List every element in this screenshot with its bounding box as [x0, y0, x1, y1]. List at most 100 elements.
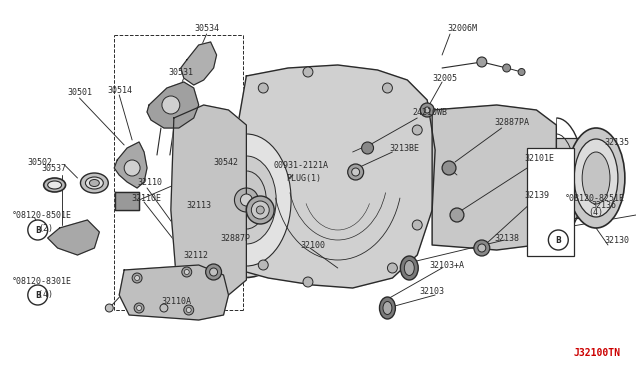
Circle shape	[412, 220, 422, 230]
Ellipse shape	[582, 152, 610, 204]
Text: 32101E: 32101E	[525, 154, 554, 163]
Ellipse shape	[202, 134, 291, 266]
Text: (2): (2)	[38, 224, 52, 232]
Circle shape	[132, 273, 142, 283]
Ellipse shape	[90, 180, 99, 186]
Circle shape	[348, 164, 364, 180]
Circle shape	[259, 83, 268, 93]
Ellipse shape	[404, 260, 414, 276]
Circle shape	[184, 269, 189, 275]
Text: 32887P: 32887P	[221, 234, 250, 243]
Text: °08120-8501E: °08120-8501E	[12, 211, 72, 219]
Polygon shape	[119, 265, 228, 320]
Circle shape	[442, 161, 456, 175]
Text: 32006M: 32006M	[447, 23, 477, 32]
Circle shape	[303, 67, 313, 77]
Polygon shape	[228, 65, 435, 288]
Ellipse shape	[574, 139, 618, 217]
Circle shape	[28, 220, 48, 240]
Circle shape	[424, 107, 430, 113]
Text: 24210WB: 24210WB	[412, 108, 447, 116]
Text: 32139: 32139	[525, 190, 550, 199]
Circle shape	[186, 308, 191, 312]
Circle shape	[383, 83, 392, 93]
Circle shape	[124, 160, 140, 176]
Polygon shape	[115, 192, 139, 210]
Text: 30501: 30501	[68, 87, 93, 96]
Circle shape	[518, 68, 525, 76]
Polygon shape	[48, 220, 99, 255]
Polygon shape	[171, 105, 246, 298]
Text: 00931-2121A: 00931-2121A	[273, 160, 328, 170]
Bar	[527, 148, 574, 256]
Ellipse shape	[227, 171, 266, 229]
Ellipse shape	[194, 122, 298, 278]
Circle shape	[134, 276, 140, 280]
Text: 32136: 32136	[591, 201, 616, 209]
Ellipse shape	[380, 297, 396, 319]
Circle shape	[182, 267, 192, 277]
Polygon shape	[115, 142, 147, 188]
Text: 3213BE: 3213BE	[389, 144, 419, 153]
Circle shape	[136, 305, 141, 311]
Text: (4): (4)	[38, 291, 58, 299]
Circle shape	[351, 168, 360, 176]
Circle shape	[303, 277, 313, 287]
Ellipse shape	[383, 301, 392, 314]
Bar	[556, 138, 604, 218]
Text: 32113: 32113	[187, 201, 212, 209]
Text: B: B	[35, 291, 40, 299]
Text: 32005: 32005	[432, 74, 457, 83]
Circle shape	[412, 125, 422, 135]
Circle shape	[162, 96, 180, 114]
Circle shape	[246, 196, 274, 224]
Text: B: B	[556, 235, 561, 244]
Circle shape	[205, 264, 221, 280]
Circle shape	[548, 230, 568, 250]
Text: 30542: 30542	[214, 157, 239, 167]
Polygon shape	[147, 82, 198, 128]
Circle shape	[134, 303, 144, 313]
Circle shape	[362, 142, 374, 154]
Text: 32100: 32100	[300, 241, 325, 250]
Polygon shape	[432, 105, 556, 250]
Text: (4): (4)	[588, 208, 603, 217]
Circle shape	[450, 208, 464, 222]
Circle shape	[160, 304, 168, 312]
Circle shape	[28, 285, 48, 305]
Polygon shape	[181, 42, 216, 85]
Circle shape	[210, 268, 218, 276]
Circle shape	[241, 194, 252, 206]
Circle shape	[184, 305, 194, 315]
Text: 30531: 30531	[168, 67, 193, 77]
Text: J32100TN: J32100TN	[574, 348, 621, 358]
Circle shape	[502, 64, 511, 72]
Circle shape	[256, 206, 264, 214]
Circle shape	[234, 188, 259, 212]
Text: 30502: 30502	[28, 157, 53, 167]
Text: 30514: 30514	[108, 86, 132, 94]
Ellipse shape	[401, 256, 418, 280]
Text: °08120-8251E: °08120-8251E	[564, 193, 624, 202]
Ellipse shape	[85, 177, 103, 189]
Ellipse shape	[81, 173, 108, 193]
Circle shape	[252, 201, 269, 219]
Text: 30537: 30537	[42, 164, 67, 173]
Text: 32112: 32112	[184, 250, 209, 260]
Circle shape	[474, 240, 490, 256]
Ellipse shape	[216, 156, 276, 244]
Text: 32103+A: 32103+A	[429, 260, 464, 269]
Text: PLUG(1): PLUG(1)	[286, 173, 321, 183]
Ellipse shape	[48, 181, 61, 189]
Text: 32138: 32138	[495, 234, 520, 243]
Circle shape	[259, 260, 268, 270]
Text: 30534: 30534	[194, 23, 219, 32]
Ellipse shape	[44, 178, 65, 192]
Text: 32110: 32110	[137, 177, 162, 186]
Circle shape	[420, 103, 434, 117]
Text: 32130: 32130	[604, 235, 629, 244]
Text: B: B	[35, 225, 40, 234]
Text: °08120-8301E: °08120-8301E	[12, 278, 72, 286]
Text: 32135: 32135	[604, 138, 629, 147]
Circle shape	[387, 263, 397, 273]
